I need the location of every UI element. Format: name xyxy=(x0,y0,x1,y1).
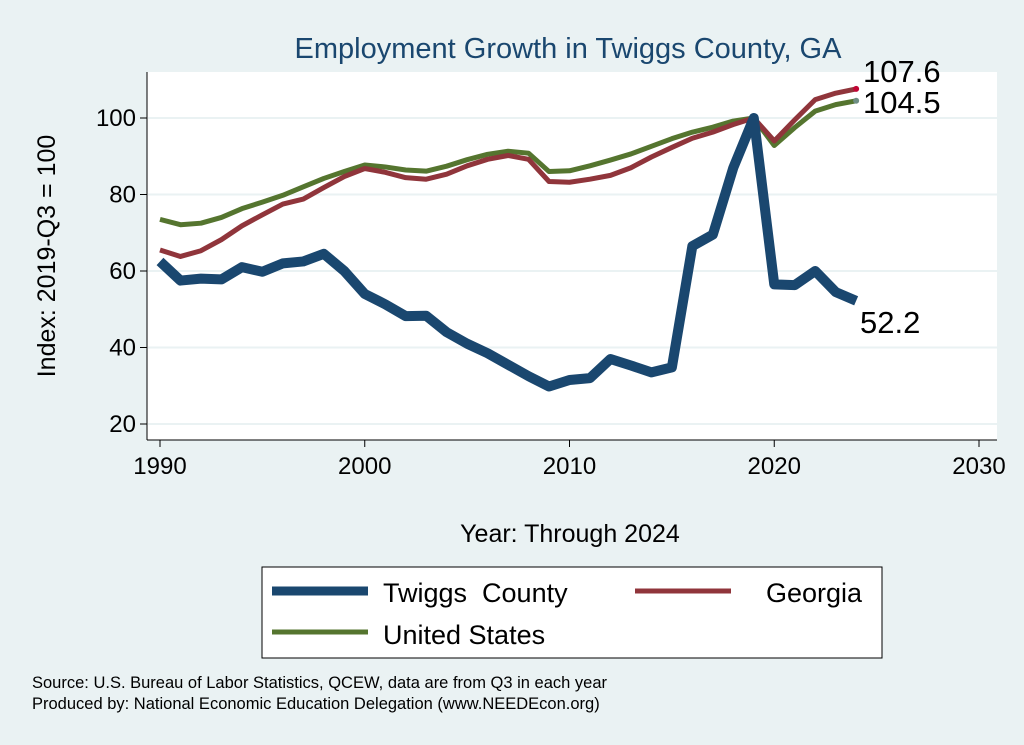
x-tick-label: 2020 xyxy=(748,453,801,480)
end-point-marker xyxy=(853,85,860,92)
legend-label-georgia: Georgia xyxy=(766,578,863,608)
producer-note: Produced by: National Economic Education… xyxy=(32,695,600,713)
x-tick-label: 2000 xyxy=(338,453,391,480)
y-tick-label: 80 xyxy=(109,182,136,209)
legend-label-twiggs: Twiggs County xyxy=(383,578,568,608)
end-value-label: 107.6 xyxy=(863,54,941,89)
y-axis-label: Index: 2019-Q3 = 100 xyxy=(33,135,61,378)
x-ticks: 1990 2000 2010 2020 2030 xyxy=(133,440,1006,480)
x-tick-label: 2030 xyxy=(952,453,1005,480)
source-note: Source: U.S. Bureau of Labor Statistics,… xyxy=(32,674,608,692)
y-tick-label: 20 xyxy=(109,411,136,438)
legend-label-us: United States xyxy=(383,620,545,650)
end-point-marker xyxy=(853,97,860,104)
y-ticks: 20 40 60 80 100 xyxy=(96,105,147,438)
x-tick-label: 2010 xyxy=(543,453,596,480)
x-axis-label: Year: Through 2024 xyxy=(460,520,680,548)
y-tick-label: 100 xyxy=(96,105,136,132)
series-lines xyxy=(156,85,860,392)
x-tick-label: 1990 xyxy=(133,453,186,480)
legend-box xyxy=(261,566,883,659)
legend: Twiggs County Georgia United States xyxy=(261,566,883,659)
y-tick-label: 40 xyxy=(109,335,136,362)
chart-title: Employment Growth in Twiggs County, GA xyxy=(295,33,843,65)
y-tick-label: 60 xyxy=(109,258,136,285)
end-value-label: 52.2 xyxy=(860,305,920,340)
end-value-label: 104.5 xyxy=(863,85,941,120)
